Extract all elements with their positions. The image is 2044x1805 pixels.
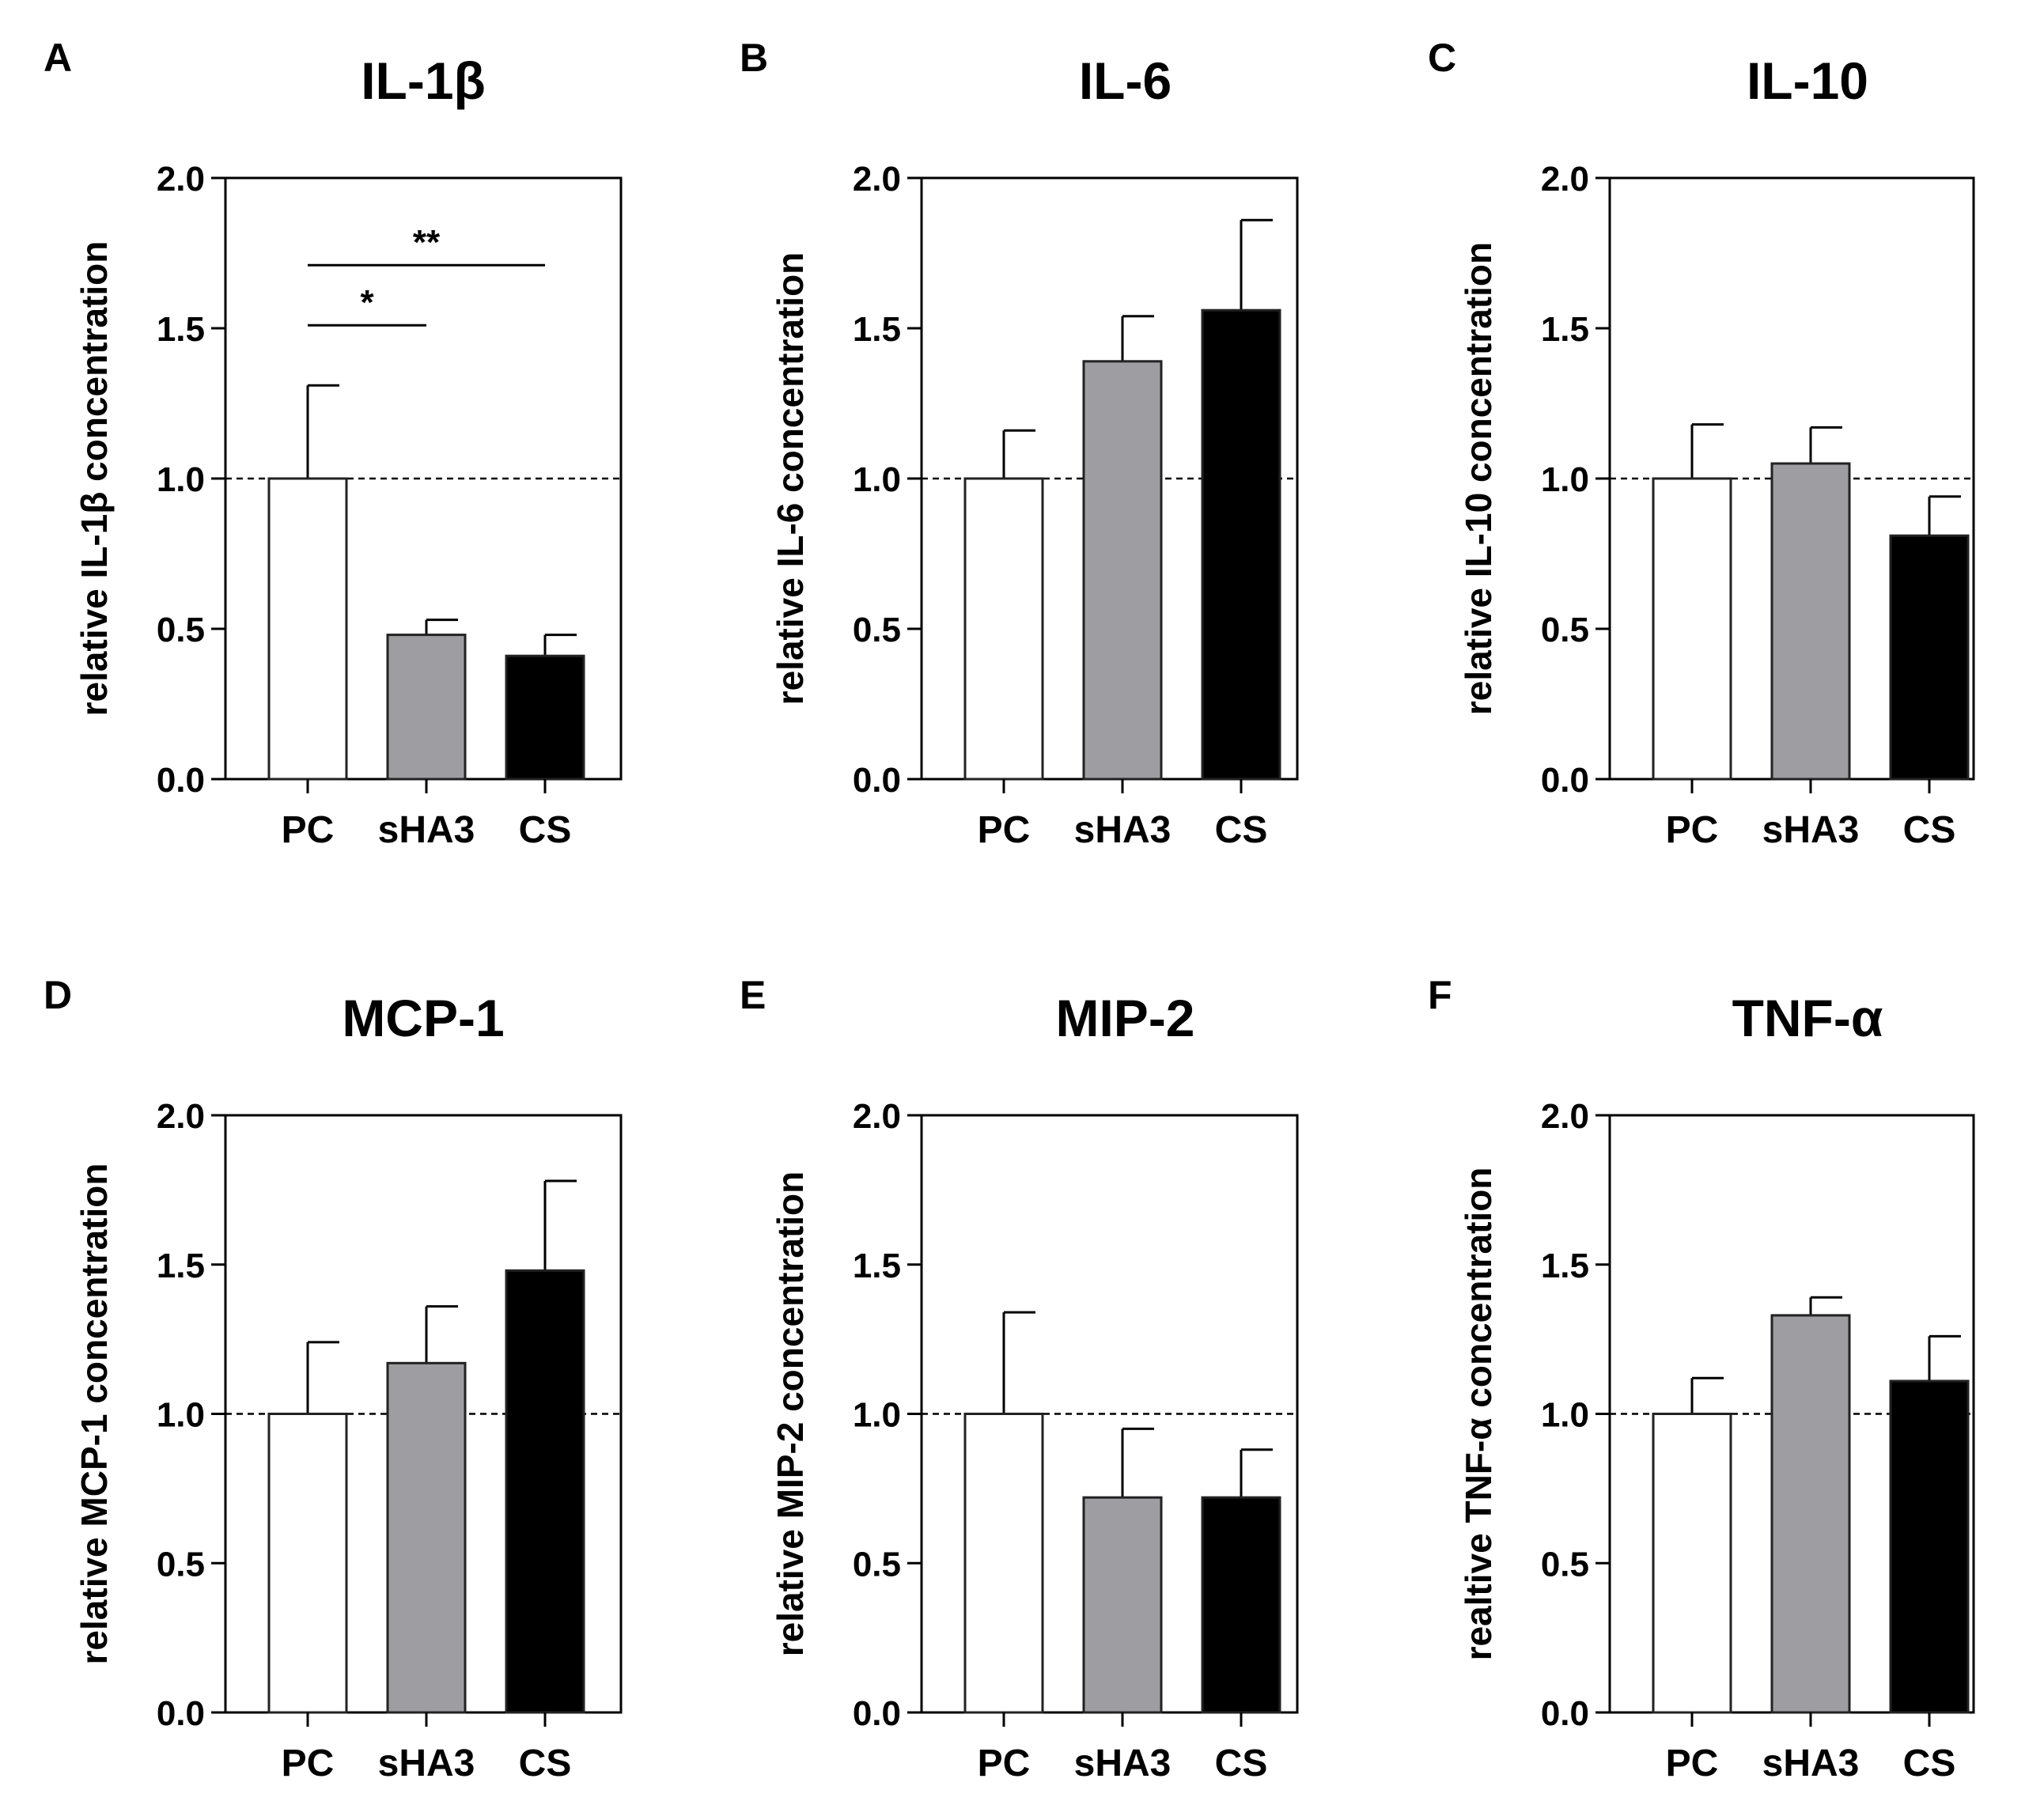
y-tick-label: 2.0: [1541, 160, 1589, 199]
y-axis-label: relative MCP-1 concentration: [74, 1164, 115, 1665]
panel-letter: F: [1428, 973, 1452, 1017]
y-tick-label: 0.0: [853, 1694, 901, 1733]
y-tick-label: 2.0: [853, 160, 901, 199]
x-tick-label: CS: [1215, 809, 1268, 851]
x-tick-label: PC: [1666, 809, 1719, 851]
y-tick-label: 1.5: [1541, 310, 1589, 349]
x-tick-label: CS: [1903, 1743, 1956, 1784]
bar-sha3: [1082, 360, 1163, 781]
panel-a: A IL-1β relative IL-1β concentration 0.0 0.5…: [44, 36, 623, 851]
y-tick-label: 2.0: [1541, 1097, 1589, 1136]
y-tick-label: 1.5: [853, 310, 901, 349]
bar-pc: [267, 1413, 348, 1714]
x-tick-label: sHA3: [1074, 1743, 1172, 1784]
panel-letter: A: [44, 36, 72, 80]
x-tick-label: PC: [978, 1743, 1031, 1784]
x-tick-label: PC: [282, 809, 335, 851]
y-tick-label: 1.0: [157, 1396, 205, 1435]
significance-label: *: [360, 283, 374, 322]
bar-pc: [1652, 477, 1732, 781]
y-tick-label: 0.5: [1541, 1545, 1589, 1584]
panel-e: E MIP-2 relative MIP-2 concentration 0.0 0.5…: [740, 973, 1299, 1784]
y-tick-label: 1.0: [1541, 1396, 1589, 1435]
x-tick-label: sHA3: [1762, 809, 1860, 851]
x-tick-label: CS: [519, 809, 572, 851]
y-axis-label: relative IL-1β concentration: [74, 241, 115, 717]
chart-title: IL-10: [1747, 51, 1868, 110]
bar-sha3: [1770, 1314, 1851, 1714]
panel-letter: D: [44, 973, 72, 1017]
y-tick-label: 0.5: [853, 611, 901, 649]
bar-cs: [1889, 534, 1970, 781]
bar-cs: [1201, 1496, 1281, 1714]
y-tick-label: 2.0: [853, 1097, 901, 1136]
panel-letter: C: [1428, 36, 1456, 80]
bar-pc: [963, 477, 1044, 781]
x-tick-label: sHA3: [378, 1743, 475, 1784]
y-tick-label: 1.5: [1541, 1247, 1589, 1285]
y-axis-label: relative IL-6 concentration: [770, 252, 811, 706]
chart-title: TNF-α: [1732, 989, 1883, 1047]
x-tick-label: PC: [282, 1743, 335, 1784]
bar-cs: [1889, 1379, 1970, 1714]
x-tick-label: sHA3: [1762, 1743, 1860, 1784]
panel-letter: E: [740, 973, 766, 1017]
x-tick-label: PC: [978, 809, 1031, 851]
x-tick-label: CS: [1215, 1743, 1268, 1784]
y-tick-label: 1.0: [853, 1396, 901, 1435]
y-tick-label: 0.5: [853, 1545, 901, 1584]
bar-cs: [505, 1269, 585, 1714]
bar-sha3: [386, 634, 467, 781]
chart-title: MIP-2: [1055, 989, 1194, 1047]
x-tick-label: CS: [1903, 809, 1956, 851]
y-axis-label: realtive TNF-α concentration: [1458, 1167, 1499, 1661]
chart-title: MCP-1: [342, 989, 504, 1047]
y-tick-label: 1.5: [157, 1247, 205, 1285]
y-tick-label: 1.0: [1541, 460, 1589, 499]
y-tick-label: 0.0: [157, 761, 205, 800]
panel-d: D MCP-1 relative MCP-1 concentration 0.0 0.5…: [44, 973, 623, 1784]
bar-pc: [1652, 1413, 1732, 1714]
y-tick-label: 2.0: [157, 160, 205, 199]
panel-c: C IL-10 relative IL-10 concentration 0.0 0.5…: [1428, 36, 1975, 851]
chart-title: IL-6: [1079, 51, 1172, 110]
bar-sha3: [1082, 1496, 1163, 1714]
x-tick-label: PC: [1666, 1743, 1719, 1784]
y-axis-label: relative IL-10 concentration: [1458, 242, 1499, 715]
bar-cs: [1201, 308, 1281, 781]
y-tick-label: 0.0: [1541, 761, 1589, 800]
bar-sha3: [1770, 462, 1851, 781]
y-tick-label: 1.0: [157, 460, 205, 499]
y-tick-label: 2.0: [157, 1097, 205, 1136]
bar-pc: [267, 477, 348, 781]
y-tick-label: 1.5: [853, 1247, 901, 1285]
y-tick-label: 0.0: [1541, 1694, 1589, 1733]
y-tick-label: 0.0: [853, 761, 901, 800]
x-tick-label: sHA3: [378, 809, 475, 851]
x-tick-label: sHA3: [1074, 809, 1172, 851]
significance-label: **: [413, 223, 441, 262]
bar-sha3: [386, 1361, 467, 1714]
panel-f: F TNF-α realtive TNF-α concentration 0.0 0.5…: [1428, 973, 1975, 1784]
panel-letter: B: [740, 36, 768, 80]
y-tick-label: 0.5: [1541, 611, 1589, 649]
chart-title: IL-1β: [361, 51, 486, 110]
bar-cs: [505, 654, 585, 781]
panel-b: B IL-6 relative IL-6 concentration 0.0 0.5 1.…: [740, 36, 1299, 851]
y-tick-label: 0.5: [157, 1545, 205, 1584]
y-tick-label: 0.0: [157, 1694, 205, 1733]
y-axis-label: relative MIP-2 concentration: [770, 1171, 811, 1657]
x-tick-label: CS: [519, 1743, 572, 1784]
y-tick-label: 1.5: [157, 310, 205, 349]
bar-pc: [963, 1413, 1044, 1714]
y-tick-label: 0.5: [157, 611, 205, 649]
y-tick-label: 1.0: [853, 460, 901, 499]
